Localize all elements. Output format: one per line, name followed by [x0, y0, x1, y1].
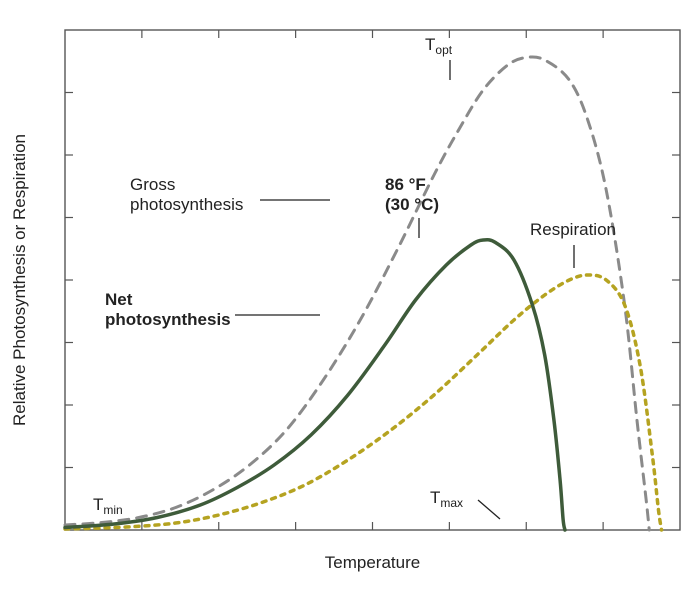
respiration-label: Respiration — [530, 220, 616, 239]
chart-container: Temperature Relative Photosynthesis or Re… — [0, 0, 695, 595]
chart-svg: Temperature Relative Photosynthesis or Re… — [0, 0, 695, 595]
y-axis-label: Relative Photosynthesis or Respiration — [10, 134, 29, 426]
x-axis-label: Temperature — [325, 553, 420, 572]
